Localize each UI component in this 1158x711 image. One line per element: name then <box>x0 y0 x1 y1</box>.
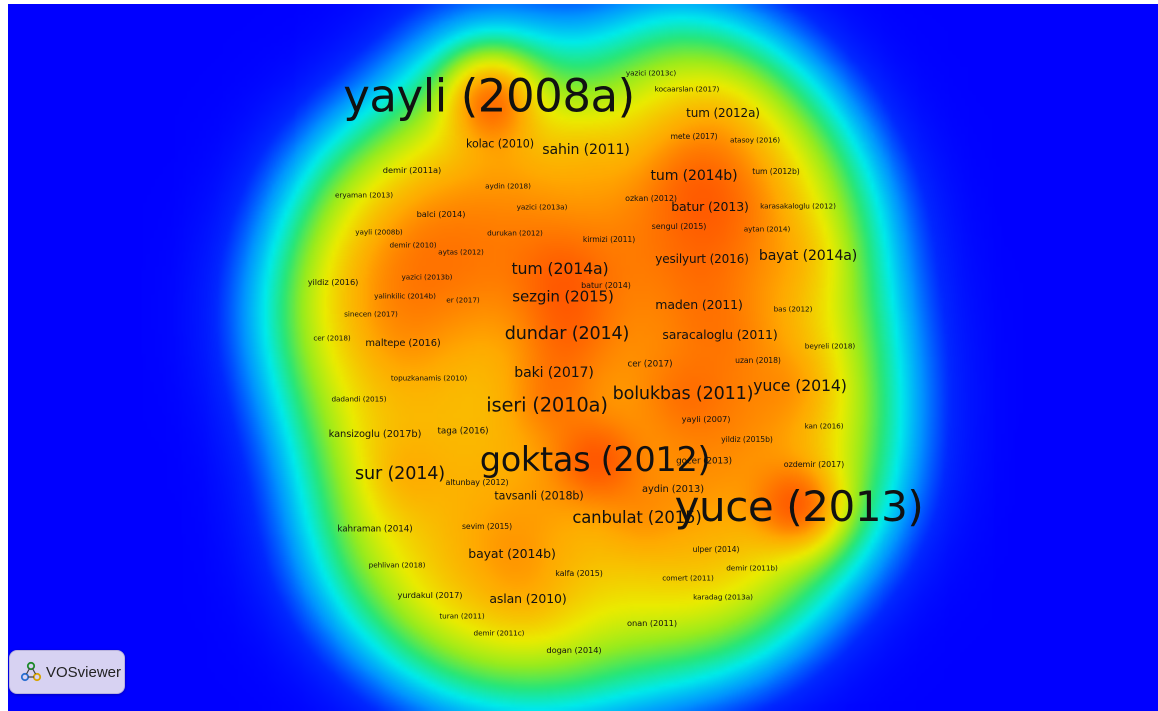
node-label[interactable]: canbulat (2015) <box>572 507 702 527</box>
node-label[interactable]: sengul (2015) <box>651 222 707 231</box>
density-heatmap <box>8 4 1158 711</box>
node-label[interactable]: bayat (2014a) <box>758 247 858 264</box>
node-label[interactable]: pehlivan (2018) <box>368 560 426 570</box>
node-label[interactable]: tum (2012b) <box>752 167 800 177</box>
node-label[interactable]: yazici (2013c) <box>625 68 677 78</box>
node-label[interactable]: ozkan (2012) <box>625 194 677 203</box>
node-label[interactable]: dadandi (2015) <box>331 394 387 404</box>
vosviewer-logo-icon <box>20 661 42 682</box>
node-label[interactable]: onan (2011) <box>627 617 677 628</box>
node-label[interactable]: demir (2011a) <box>382 164 442 175</box>
node-label[interactable]: kirmizi (2011) <box>582 235 636 245</box>
node-label[interactable]: baki (2017) <box>514 364 594 381</box>
node-label[interactable]: batur (2013) <box>671 198 749 214</box>
node-label[interactable]: batur (2014) <box>581 281 631 290</box>
node-label[interactable]: kocaarslan (2017) <box>654 84 720 94</box>
node-label[interactable]: beyreli (2018) <box>804 341 856 351</box>
node-label[interactable]: demir (2010) <box>389 240 437 250</box>
node-label[interactable]: sezgin (2015) <box>512 287 614 306</box>
node-label[interactable]: bolukbas (2011) <box>612 384 754 405</box>
node-label[interactable]: dogan (2014) <box>546 644 602 655</box>
vosviewer-label: VOSviewer <box>46 663 122 681</box>
node-label[interactable]: kan (2016) <box>804 421 844 431</box>
node-label[interactable]: gocer (2013) <box>676 456 732 467</box>
node-label[interactable]: maltepe (2016) <box>365 338 441 350</box>
node-label[interactable]: maden (2011) <box>655 296 743 312</box>
node-label[interactable]: yazici (2013b) <box>401 272 453 282</box>
node-label[interactable]: sevim (2015) <box>462 522 512 532</box>
node-label[interactable]: balci (2014) <box>416 208 466 219</box>
node-label[interactable]: saracaloglu (2011) <box>662 326 778 342</box>
node-label[interactable]: mete (2017) <box>670 132 718 142</box>
node-label[interactable]: aydin (2013) <box>642 484 704 496</box>
node-label[interactable]: aslan (2010) <box>489 590 567 606</box>
node-label[interactable]: tum (2014a) <box>511 259 609 279</box>
node-label[interactable]: yildiz (2015b) <box>721 435 773 445</box>
node-label[interactable]: altunbay (2012) <box>445 478 509 487</box>
node-label[interactable]: yayli (2008b) <box>355 227 403 237</box>
node-label[interactable]: uzan (2018) <box>735 356 781 366</box>
node-label[interactable]: eryaman (2013) <box>334 190 394 200</box>
node-label[interactable]: comert (2011) <box>662 573 714 583</box>
node-label[interactable]: iseri (2010a) <box>486 393 608 417</box>
node-label[interactable]: bayat (2014b) <box>468 545 556 561</box>
node-label[interactable]: yuce (2013) <box>674 482 924 531</box>
node-label[interactable]: dundar (2014) <box>504 324 630 345</box>
node-label[interactable]: durukan (2012) <box>487 228 543 238</box>
node-label[interactable]: demir (2011c) <box>473 628 525 638</box>
node-label[interactable]: yayli (2008a) <box>343 69 635 123</box>
node-label[interactable]: karadag (2013a) <box>693 592 753 602</box>
node-label[interactable]: kalfa (2015) <box>555 569 603 578</box>
node-label[interactable]: goktas (2012) <box>479 440 711 480</box>
node-label[interactable]: tum (2012a) <box>686 106 760 120</box>
node-label[interactable]: aytan (2014) <box>743 224 791 234</box>
node-label[interactable]: yildiz (2016) <box>307 276 359 287</box>
node-label[interactable]: aytas (2012) <box>438 247 484 257</box>
node-label[interactable]: kahraman (2014) <box>337 524 413 535</box>
node-label[interactable]: tavsanli (2018b) <box>494 489 584 503</box>
node-label[interactable]: yazici (2013a) <box>516 202 568 212</box>
node-label[interactable]: cer (2018) <box>313 333 351 343</box>
node-label[interactable]: ozdemir (2017) <box>783 460 845 469</box>
node-label[interactable]: ulper (2014) <box>692 545 740 555</box>
node-label[interactable]: topuzkanamis (2010) <box>390 373 468 383</box>
node-label[interactable]: sahin (2011) <box>542 141 630 158</box>
node-label[interactable]: aydin (2018) <box>485 181 531 191</box>
node-label[interactable]: bas (2012) <box>773 304 813 314</box>
node-label[interactable]: yalinkilic (2014b) <box>374 291 436 301</box>
node-labels: yayli (2008a) yuce (2013) goktas (2012) ise… <box>8 4 1158 711</box>
node-label[interactable]: karasakaloglu (2012) <box>760 201 836 211</box>
node-label[interactable]: sinecen (2017) <box>344 309 398 319</box>
vosviewer-badge[interactable]: VOSviewer <box>9 650 125 694</box>
node-label[interactable]: kansizoglu (2017b) <box>328 429 422 441</box>
node-label[interactable]: sur (2014) <box>355 464 445 485</box>
node-label[interactable]: taga (2016) <box>437 426 489 437</box>
node-label[interactable]: yesilyurt (2016) <box>655 252 749 266</box>
node-label[interactable]: yayli (2007) <box>681 413 731 424</box>
node-label[interactable]: atasoy (2016) <box>729 135 781 145</box>
node-label[interactable]: tum (2014b) <box>650 167 738 184</box>
density-map[interactable]: yayli (2008a) yuce (2013) goktas (2012) ise… <box>8 4 1158 711</box>
node-label[interactable]: yuce (2014) <box>753 376 847 396</box>
node-label[interactable]: yurdakul (2017) <box>397 589 463 600</box>
node-label[interactable]: turan (2011) <box>439 611 485 621</box>
node-label[interactable]: er (2017) <box>446 295 480 305</box>
node-label[interactable]: demir (2011b) <box>726 563 778 573</box>
node-label[interactable]: kolac (2010) <box>466 137 534 151</box>
node-label[interactable]: cer (2017) <box>627 359 673 370</box>
